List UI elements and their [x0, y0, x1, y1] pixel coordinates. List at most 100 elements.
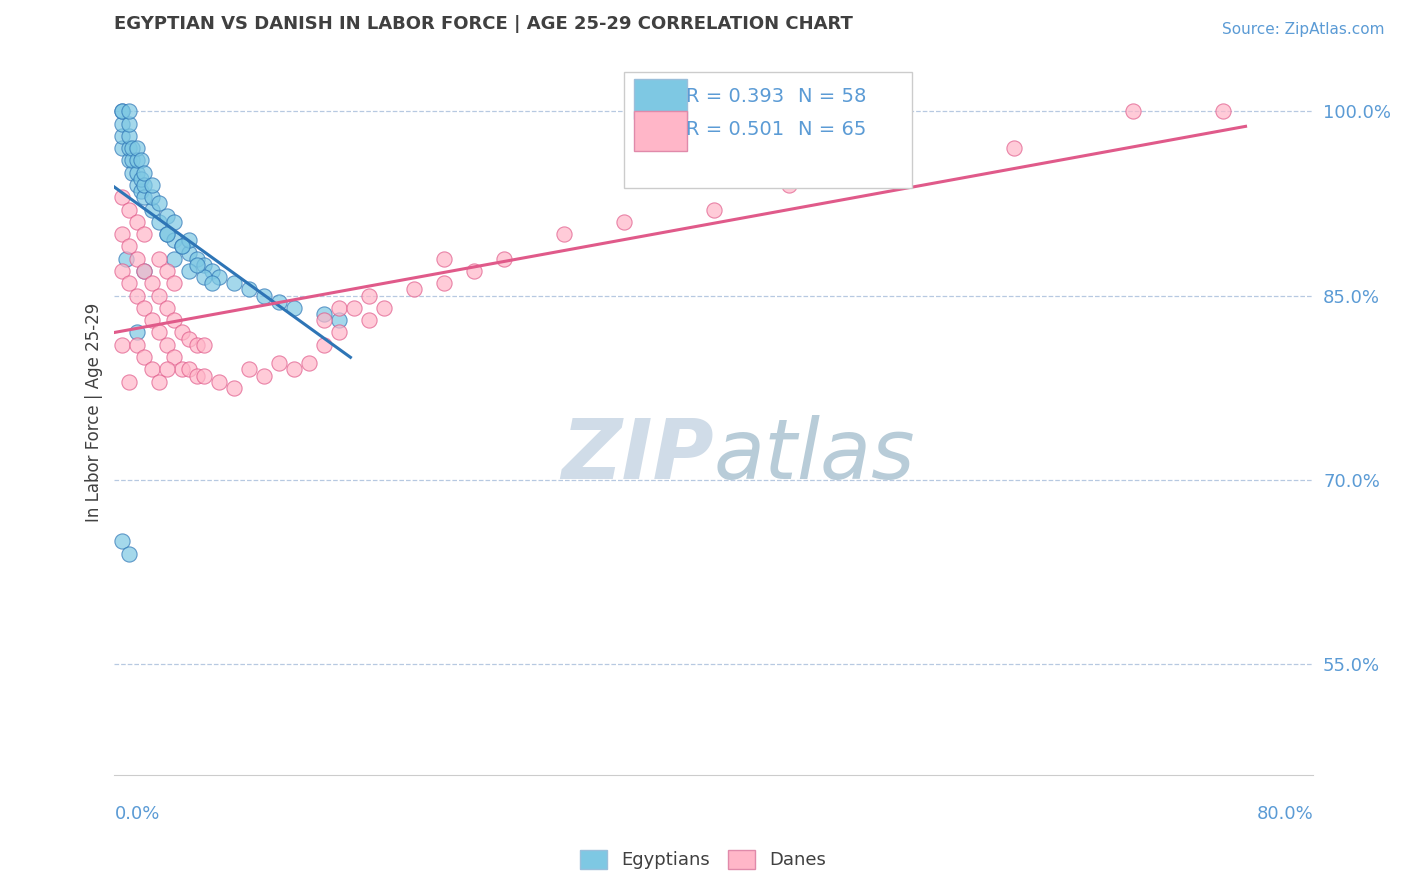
Point: [141, 277, 163, 291]
Point: [121, 166, 143, 180]
Legend: Egyptians, Danes: Egyptians, Danes: [571, 841, 835, 879]
Point: [118, 547, 141, 561]
Point: [121, 141, 143, 155]
Point: [163, 215, 186, 229]
Point: [163, 350, 186, 364]
Point: [613, 215, 636, 229]
Text: atlas: atlas: [714, 416, 915, 496]
Point: [193, 338, 215, 352]
Text: N = 58: N = 58: [797, 87, 866, 106]
Point: [111, 128, 134, 143]
Point: [125, 288, 148, 302]
Point: [201, 277, 224, 291]
Point: [1212, 104, 1234, 119]
Text: 0.0%: 0.0%: [114, 805, 160, 823]
Point: [125, 215, 148, 229]
Point: [111, 264, 134, 278]
Point: [156, 209, 179, 223]
Point: [118, 128, 141, 143]
Text: Source: ZipAtlas.com: Source: ZipAtlas.com: [1222, 22, 1385, 37]
Point: [118, 104, 141, 119]
Point: [238, 362, 260, 376]
Point: [492, 252, 515, 266]
Text: 80.0%: 80.0%: [1257, 805, 1313, 823]
Point: [118, 239, 141, 253]
Point: [148, 288, 170, 302]
Point: [224, 381, 246, 395]
Point: [141, 190, 163, 204]
Point: [283, 301, 305, 315]
Point: [134, 178, 156, 192]
Point: [111, 227, 134, 242]
Point: [148, 375, 170, 389]
Point: [111, 534, 134, 549]
Point: [201, 264, 224, 278]
Point: [433, 252, 456, 266]
Text: ZIP: ZIP: [561, 416, 714, 496]
Point: [134, 264, 156, 278]
Point: [193, 270, 215, 285]
Point: [359, 313, 381, 327]
Point: [125, 252, 148, 266]
Point: [148, 196, 170, 211]
Point: [463, 264, 485, 278]
Point: [125, 166, 148, 180]
Point: [314, 338, 336, 352]
Point: [125, 178, 148, 192]
Point: [156, 227, 179, 242]
Point: [125, 326, 148, 340]
Point: [170, 239, 193, 253]
Text: EGYPTIAN VS DANISH IN LABOR FORCE | AGE 25-29 CORRELATION CHART: EGYPTIAN VS DANISH IN LABOR FORCE | AGE …: [114, 15, 853, 33]
Point: [118, 117, 141, 131]
Point: [404, 283, 426, 297]
Point: [253, 288, 276, 302]
Point: [186, 258, 208, 272]
Point: [328, 301, 350, 315]
Point: [208, 375, 231, 389]
Point: [125, 338, 148, 352]
Point: [141, 202, 163, 217]
Point: [193, 368, 215, 383]
Point: [141, 362, 163, 376]
Point: [134, 264, 156, 278]
Point: [118, 153, 141, 168]
Point: [156, 264, 179, 278]
Point: [111, 141, 134, 155]
Point: [186, 368, 208, 383]
Point: [118, 141, 141, 155]
Point: [328, 326, 350, 340]
Point: [163, 277, 186, 291]
Point: [179, 233, 201, 247]
Point: [1002, 141, 1025, 155]
Point: [134, 301, 156, 315]
Point: [224, 277, 246, 291]
Point: [314, 313, 336, 327]
Point: [148, 215, 170, 229]
Point: [148, 326, 170, 340]
Point: [269, 294, 291, 309]
Point: [179, 264, 201, 278]
Point: [238, 283, 260, 297]
Point: [134, 190, 156, 204]
FancyBboxPatch shape: [634, 112, 688, 152]
Point: [111, 104, 134, 119]
Point: [131, 153, 153, 168]
Point: [170, 326, 193, 340]
Point: [141, 178, 163, 192]
Point: [125, 153, 148, 168]
Point: [186, 252, 208, 266]
Point: [111, 190, 134, 204]
Point: [1122, 104, 1144, 119]
Point: [208, 270, 231, 285]
Text: R = 0.393: R = 0.393: [686, 87, 785, 106]
Point: [328, 313, 350, 327]
Point: [283, 362, 305, 376]
Point: [170, 362, 193, 376]
Point: [156, 338, 179, 352]
Point: [359, 288, 381, 302]
Point: [156, 362, 179, 376]
Point: [118, 375, 141, 389]
Point: [118, 202, 141, 217]
Point: [163, 252, 186, 266]
Point: [179, 362, 201, 376]
